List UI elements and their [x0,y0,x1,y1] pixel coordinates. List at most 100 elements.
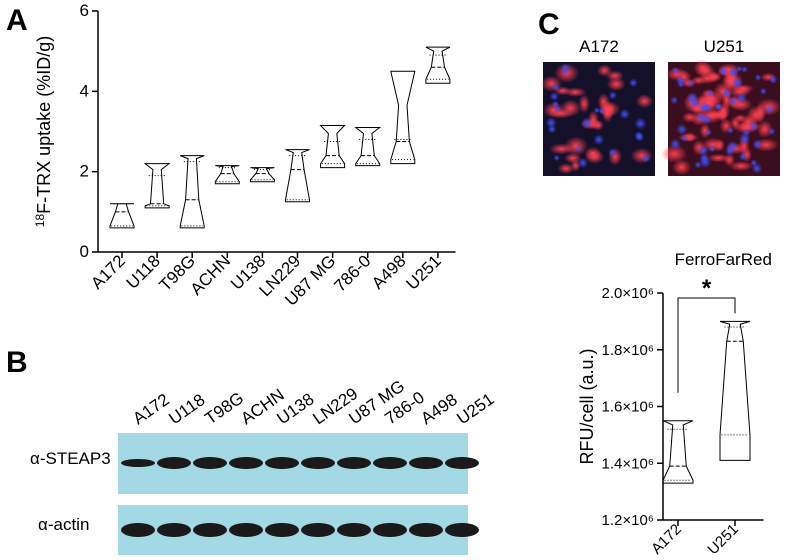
nucleus [575,145,583,153]
nucleus [764,104,774,114]
violin [425,46,451,84]
nucleus [676,123,688,136]
band [445,457,479,469]
nucleus [738,152,748,161]
lane-label: A172 [129,390,172,428]
cell [672,159,691,176]
band [445,523,479,537]
band [301,457,335,469]
cell [549,143,574,155]
violin [662,420,694,484]
nucleus [768,127,776,136]
band [229,457,263,469]
band [409,457,443,469]
cell [734,114,746,123]
nucleus [669,138,681,150]
violin [319,124,346,169]
cell [601,103,614,123]
blot-label: α-actin [38,515,89,534]
cell [596,64,613,77]
cell [578,94,590,114]
violin [143,163,171,209]
lane-label: U118 [165,390,208,428]
cell [564,87,587,97]
cell [661,144,688,163]
band [301,523,335,537]
nucleus [551,83,560,91]
y-tick-label: 2.0×10⁶ [602,285,654,302]
nucleus [759,87,767,95]
band [121,523,155,537]
image-label: A172 [579,37,619,56]
y-tick-label: 1.6×10⁶ [602,399,654,416]
nucleus [699,156,712,168]
panel-label: C [538,8,560,41]
nucleus [741,66,748,73]
significance-label: * [702,275,712,302]
nucleus [727,126,734,134]
y-axis-title: 18F-TRX uptake (%ID/g) [33,36,54,227]
y-axis-title-text: F-TRX uptake (%ID/g) [34,36,54,214]
nucleus [689,98,700,109]
nucleus [728,67,739,78]
nucleus [671,66,680,75]
cell [630,147,653,164]
cell [729,161,754,172]
violin [249,167,275,183]
band [229,523,263,537]
image-label: U251 [704,37,745,56]
nucleus [698,145,709,156]
cell [636,94,654,109]
lane-label: A498 [417,390,460,428]
cell [584,150,605,164]
x-tick-label: 786-0 [330,251,374,295]
nucleus [725,146,735,156]
cell [746,105,765,125]
nucleus [675,75,686,86]
nucleus [687,79,695,87]
band [337,523,371,537]
nucleus [754,74,762,81]
cell [540,75,563,92]
violin [390,70,416,165]
lane-label: T98G [201,388,247,428]
nucleus [705,129,712,136]
chart-title: FerroFarRed [675,250,772,269]
band [157,457,191,469]
nucleus [768,75,778,85]
nucleus [634,117,647,130]
band [373,523,407,537]
nucleus [722,88,732,98]
y-axis-title: RFU/cell (a.u.) [577,348,597,464]
band [193,523,227,537]
y-axis-title-superscript: 18 [33,214,47,228]
nucleus [554,105,561,113]
cell [557,163,575,174]
nucleus [708,145,716,153]
nucleus [560,63,571,73]
y-tick-label: 0 [80,242,89,261]
nucleus [619,108,630,120]
y-axis-title-text: RFU/cell (a.u.) [577,348,597,464]
violin [109,203,135,229]
nucleus [635,132,645,142]
nucleus [593,107,600,114]
nucleus [752,139,763,150]
nucleus [714,103,722,111]
band [373,457,407,469]
blot-label: α-STEAP3 [30,449,111,468]
cells [540,59,782,176]
nucleus [706,89,714,98]
nucleus [581,117,593,129]
nucleus [593,134,605,146]
panel-label: A [6,4,28,37]
y-tick-label: 1.2×10⁶ [602,512,654,529]
nucleus [697,113,706,122]
violin [285,149,310,203]
band [265,457,299,469]
x-tick-label: U251 [704,521,741,558]
nucleus [670,96,679,105]
nucleus [680,134,689,142]
lane-label: U251 [453,389,497,428]
